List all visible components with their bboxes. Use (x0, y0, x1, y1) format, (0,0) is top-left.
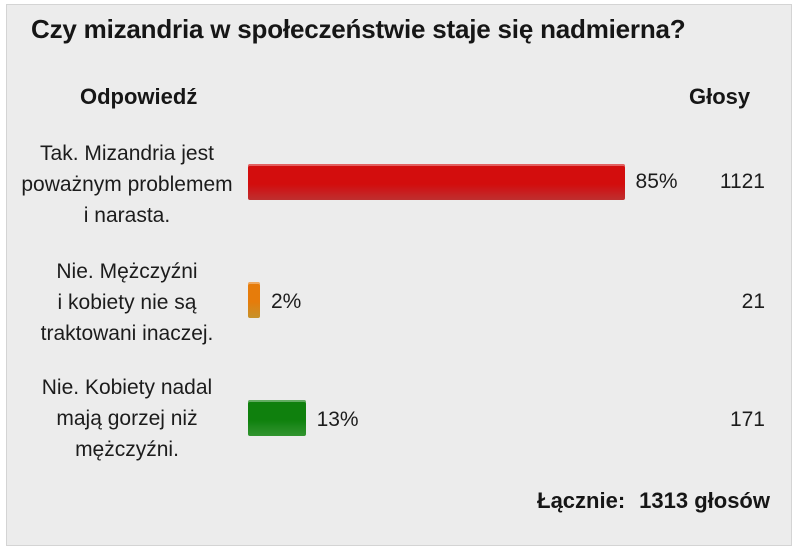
total-votes: Łącznie: 1313 głosów (537, 488, 770, 514)
total-label: Łącznie: (537, 488, 626, 513)
answer-column-header: Odpowiedź (80, 84, 198, 109)
answer-line: traktowani inaczej. (40, 322, 214, 345)
vote-count-1: 1121 (719, 170, 765, 193)
result-bar-2 (248, 282, 260, 318)
percent-label-1: 85% (635, 170, 678, 193)
result-bar-1 (248, 164, 625, 200)
answer-line: Nie. Mężczyźni (56, 260, 198, 283)
answer-line: i narasta. (83, 204, 171, 227)
result-bar-3 (248, 400, 306, 436)
percent-label-2: 2% (271, 290, 302, 313)
poll-row-1: Tak. Mizandria jest poważnym problemem i… (0, 134, 800, 234)
total-value: 1313 głosów (639, 488, 770, 513)
percent-label-3: 13% (316, 408, 359, 431)
votes-column-header: Głosy (689, 84, 751, 109)
answer-line: i kobiety nie są (57, 291, 197, 314)
poll-title: Czy mizandria w społeczeństwie staje się… (31, 14, 686, 44)
poll-row-3: Nie. Kobiety nadal mają gorzej niż mężcz… (0, 368, 800, 468)
answer-line: mężczyźni. (75, 438, 179, 461)
answer-line: poważnym problemem (21, 173, 233, 196)
answer-label-1: Tak. Mizandria jest poważnym problemem i… (16, 138, 238, 231)
answer-line: Nie. Kobiety nadal (41, 376, 213, 399)
answer-label-2: Nie. Mężczyźni i kobiety nie są traktowa… (16, 256, 238, 349)
answer-label-3: Nie. Kobiety nadal mają gorzej niż mężcz… (16, 372, 238, 465)
vote-count-2: 21 (741, 290, 765, 313)
poll-panel (6, 4, 792, 546)
poll-row-2: Nie. Mężczyźni i kobiety nie są traktowa… (0, 252, 800, 352)
answer-line: Tak. Mizandria jest (40, 142, 214, 165)
answer-line: mają gorzej niż (56, 407, 198, 430)
vote-count-3: 171 (729, 408, 765, 431)
